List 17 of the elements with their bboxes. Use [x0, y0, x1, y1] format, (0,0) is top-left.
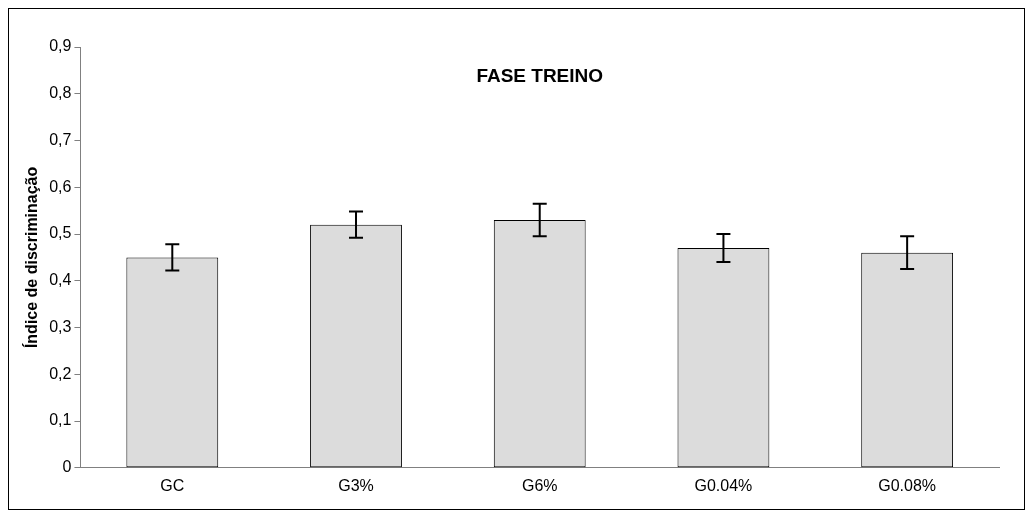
y-axis-title: Índice de discriminação — [22, 166, 41, 349]
y-tick-label: 0,5 — [49, 224, 72, 242]
y-tick-label: 0,4 — [49, 271, 72, 289]
x-tick-label: G6% — [521, 476, 558, 494]
x-tick-label: G0.04% — [694, 476, 753, 494]
x-tick-label: G0.08% — [878, 476, 937, 494]
y-tick-label: 0 — [62, 458, 72, 476]
x-tick-label: GC — [160, 476, 185, 494]
y-tick-label: 0,7 — [49, 130, 72, 148]
y-tick-label: 0,9 — [49, 37, 72, 55]
y-tick-label: 0,2 — [49, 364, 72, 382]
text: FASE TREINO — [476, 65, 604, 87]
y-tick-label: 0,3 — [49, 317, 72, 335]
x-tick-label: G3% — [338, 476, 374, 494]
y-tick-label: 0,6 — [49, 177, 72, 195]
y-tick-label: 0,8 — [49, 84, 72, 102]
y-tick-label: 0,1 — [49, 411, 72, 429]
